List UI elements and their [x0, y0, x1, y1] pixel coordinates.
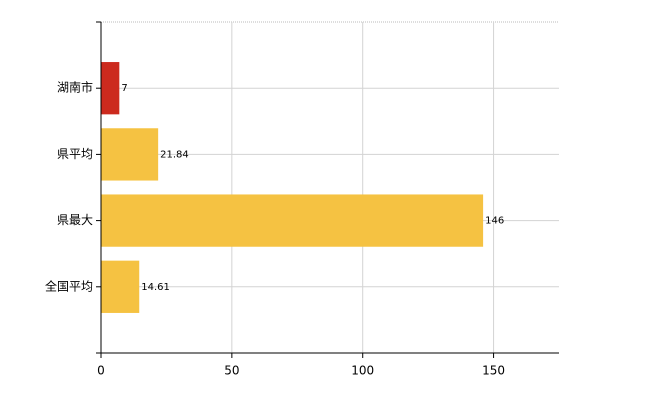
value-label: 146	[485, 216, 504, 227]
x-tick-label: 0	[97, 364, 105, 378]
value-label: 21.84	[160, 149, 189, 160]
bar	[101, 128, 159, 181]
y-tick-label: 湖南市	[57, 80, 93, 95]
bar	[101, 62, 120, 115]
y-tick-label: 全国平均	[45, 278, 93, 293]
bar	[101, 260, 140, 313]
y-tick-label: 県平均	[57, 147, 93, 161]
x-tick-label: 100	[351, 364, 374, 378]
x-tick-label: 150	[482, 364, 505, 378]
value-label: 7	[121, 83, 127, 94]
value-label: 14.61	[141, 282, 170, 293]
x-tick-label: 50	[224, 364, 239, 378]
bar	[101, 194, 484, 247]
y-tick-label: 県最大	[57, 213, 93, 227]
